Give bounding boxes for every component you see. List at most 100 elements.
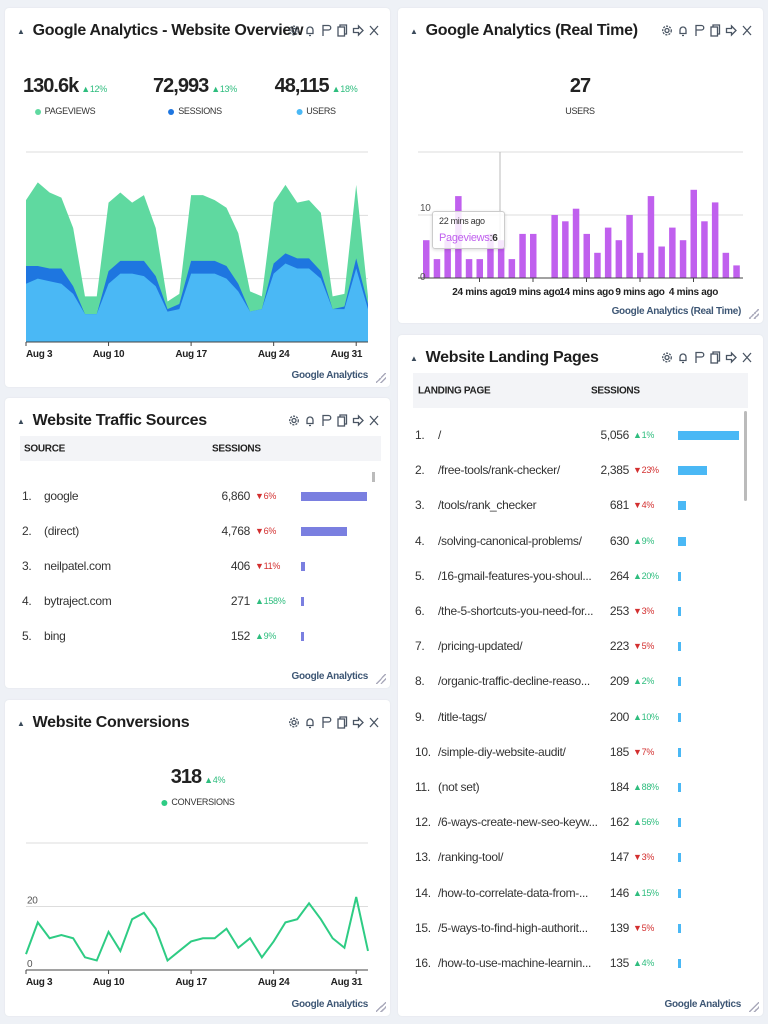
column-header-sessions[interactable]: SESSIONS [212, 443, 261, 454]
row-label[interactable]: google [44, 489, 79, 503]
bar [530, 233, 537, 278]
flag-icon[interactable] [320, 414, 332, 427]
table-row[interactable]: 5. bing 152 ▲ 9% [5, 626, 390, 646]
table-row[interactable]: 9. /title-tags/ 200 ▲ 10% [398, 707, 763, 727]
table-row[interactable]: 14. /how-to-correlate-data-from-... 146 … [398, 883, 763, 903]
table-row[interactable]: 6. /the-5-shortcuts-you-need-for... 253 … [398, 601, 763, 621]
collapse-caret-icon[interactable]: ▲ [17, 26, 25, 36]
table-row[interactable]: 11. (not set) 184 ▲ 88% [398, 777, 763, 797]
bell-icon[interactable] [304, 24, 316, 37]
row-label[interactable]: (not set) [438, 780, 480, 794]
table-row[interactable]: 1. google 6,860 ▼ 6% [5, 486, 390, 506]
bell-icon[interactable] [304, 414, 316, 427]
close-icon[interactable] [368, 24, 380, 37]
flag-icon[interactable] [320, 24, 332, 37]
row-label[interactable]: /tools/rank_checker [438, 498, 537, 513]
resize-handle[interactable] [376, 1002, 386, 1012]
resize-handle[interactable] [749, 309, 759, 319]
flag-icon[interactable] [693, 24, 705, 37]
row-label[interactable]: /the-5-shortcuts-you-need-for... [438, 604, 594, 618]
row-label[interactable]: / [438, 428, 442, 442]
copy-icon[interactable] [709, 351, 721, 364]
row-label[interactable]: /5-ways-to-find-high-authorit... [438, 920, 588, 935]
close-icon[interactable] [368, 414, 380, 427]
row-label[interactable]: /6-ways-create-new-seo-keyw... [438, 815, 598, 830]
flag-icon[interactable] [320, 716, 332, 729]
row-label[interactable]: /16-gmail-features-you-shoul... [438, 568, 592, 583]
row-label[interactable]: /simple-diy-website-audit/ [438, 744, 566, 759]
copy-icon[interactable] [336, 716, 348, 729]
table-row[interactable]: 8. /organic-traffic-decline-reaso... 209… [398, 671, 763, 691]
copy-icon[interactable] [709, 24, 721, 37]
row-label[interactable]: /organic-traffic-decline-reaso... [438, 674, 590, 689]
collapse-caret-icon[interactable]: ▲ [410, 26, 418, 36]
realtime-bar-chart: 0 10 24 mins ago 19 mins ago 14 mins ago 9 mi… [418, 151, 743, 298]
row-label[interactable]: /solving-canonical-problems/ [438, 533, 582, 548]
table-row[interactable]: 3. /tools/rank_checker 681 ▼ 4% [398, 495, 763, 515]
gear-icon[interactable] [288, 414, 300, 427]
collapse-caret-icon[interactable]: ▲ [410, 353, 418, 363]
row-label[interactable]: /how-to-use-machine-learnin... [438, 956, 592, 970]
collapse-caret-icon[interactable]: ▲ [17, 718, 25, 728]
flag-icon[interactable] [693, 351, 705, 364]
share-icon[interactable] [352, 24, 364, 37]
resize-handle[interactable] [376, 373, 386, 383]
share-icon[interactable] [352, 414, 364, 427]
table-row[interactable]: 2. /free-tools/rank-checker/ 2,385 ▼ 23% [398, 460, 763, 480]
row-rank: 4. [415, 533, 425, 548]
share-icon[interactable] [352, 716, 364, 729]
table-row[interactable]: 13. /ranking-tool/ 147 ▼ 3% [398, 847, 763, 867]
close-icon[interactable] [741, 24, 753, 37]
column-header-source[interactable]: SOURCE [24, 443, 65, 454]
table-row[interactable]: 16. /how-to-use-machine-learnin... 135 ▲… [398, 953, 763, 973]
table-row[interactable]: 7. /pricing-updated/ 223 ▼ 5% [398, 636, 763, 656]
row-label[interactable]: /pricing-updated/ [438, 639, 523, 654]
share-icon[interactable] [725, 351, 737, 364]
table-row[interactable]: 4. bytraject.com 271 ▲ 158% [5, 591, 390, 611]
realtime-title[interactable]: ▲ Google Analytics (Real Time) [410, 22, 638, 40]
gear-icon[interactable] [661, 24, 673, 37]
traffic-title[interactable]: ▲ Website Traffic Sources [17, 412, 207, 430]
gear-icon[interactable] [661, 351, 673, 364]
copy-icon[interactable] [336, 414, 348, 427]
row-sessions: 264 [609, 568, 629, 583]
table-row[interactable]: 3. neilpatel.com 406 ▼ 11% [5, 556, 390, 576]
table-row[interactable]: 12. /6-ways-create-new-seo-keyw... 162 ▲… [398, 812, 763, 832]
row-label[interactable]: /ranking-tool/ [438, 850, 504, 865]
resize-handle[interactable] [376, 674, 386, 684]
table-row[interactable]: 1. / 5,056 ▲ 1% [398, 425, 763, 445]
share-icon[interactable] [725, 24, 737, 37]
scrollbar[interactable] [372, 472, 375, 482]
bell-icon[interactable] [677, 351, 689, 364]
table-row[interactable]: 15. /5-ways-to-find-high-authorit... 139… [398, 918, 763, 938]
row-label[interactable]: /how-to-correlate-data-from-... [438, 885, 589, 900]
row-label[interactable]: /title-tags/ [438, 709, 487, 724]
conversions-title[interactable]: ▲ Website Conversions [17, 714, 190, 732]
collapse-caret-icon[interactable]: ▲ [17, 416, 25, 426]
table-row[interactable]: 5. /16-gmail-features-you-shoul... 264 ▲… [398, 566, 763, 586]
row-bar [301, 492, 367, 501]
copy-icon[interactable] [336, 24, 348, 37]
gear-icon[interactable] [288, 24, 300, 37]
resize-handle[interactable] [749, 1002, 759, 1012]
stat-value: 72,993 [153, 75, 209, 97]
overview-title[interactable]: ▲ Google Analytics - Website Overview [17, 22, 303, 40]
row-label[interactable]: bing [44, 629, 66, 643]
scrollbar[interactable] [744, 411, 747, 501]
row-label[interactable]: bytraject.com [44, 594, 112, 608]
column-header-sessions[interactable]: SESSIONS [591, 385, 640, 396]
bell-icon[interactable] [677, 24, 689, 37]
bell-icon[interactable] [304, 716, 316, 729]
gear-icon[interactable] [288, 716, 300, 729]
landing-title[interactable]: ▲ Website Landing Pages [410, 349, 599, 367]
close-icon[interactable] [368, 716, 380, 729]
row-label[interactable]: (direct) [44, 524, 79, 538]
table-row[interactable]: 4. /solving-canonical-problems/ 630 ▲ 9% [398, 531, 763, 551]
row-label[interactable]: /free-tools/rank-checker/ [438, 463, 560, 478]
row-label[interactable]: neilpatel.com [44, 559, 111, 573]
close-icon[interactable] [741, 351, 753, 364]
table-row[interactable]: 2. (direct) 4,768 ▼ 6% [5, 521, 390, 541]
table-row[interactable]: 10. /simple-diy-website-audit/ 185 ▼ 7% [398, 742, 763, 762]
column-header-landing-page[interactable]: LANDING PAGE [418, 385, 491, 396]
bar [722, 252, 730, 278]
